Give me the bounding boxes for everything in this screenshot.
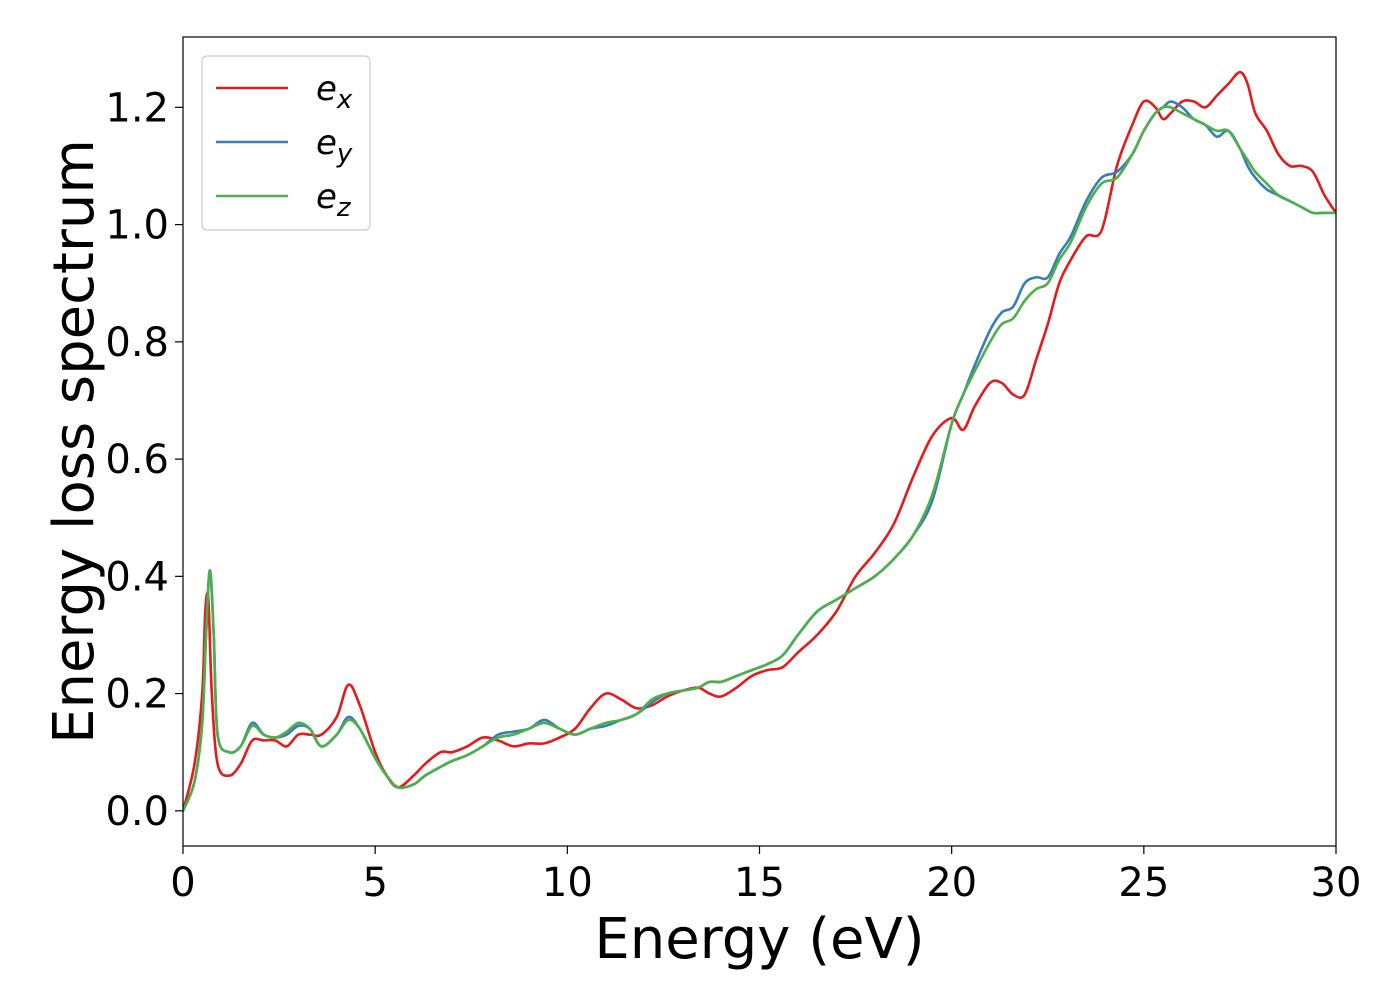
x-tick-label: 10 <box>542 860 593 906</box>
y-tick-label: 1.0 <box>105 203 169 249</box>
y-axis-ticks: 0.0 0.2 0.4 0.6 0.8 1.0 1.2 <box>105 85 183 835</box>
y-tick-label: 0.6 <box>105 437 169 483</box>
y-axis-label: Energy loss spectrum <box>42 139 107 744</box>
x-tick-label: 5 <box>362 860 387 906</box>
x-tick-label: 15 <box>734 860 785 906</box>
x-tick-label: 20 <box>926 860 977 906</box>
series-line-ez <box>183 105 1336 813</box>
y-tick-label: 1.2 <box>105 85 169 131</box>
x-axis-ticks: 0 5 10 15 20 25 30 <box>170 846 1361 906</box>
x-axis-label: Energy (eV) <box>594 907 924 972</box>
x-tick-label: 0 <box>170 860 195 906</box>
y-tick-label: 0.0 <box>105 789 169 835</box>
y-tick-label: 0.8 <box>105 320 169 366</box>
y-tick-label: 0.4 <box>105 554 169 600</box>
x-tick-label: 25 <box>1118 860 1169 906</box>
y-tick-label: 0.2 <box>105 672 169 718</box>
x-tick-label: 30 <box>1311 860 1362 906</box>
series-lines <box>183 70 1336 813</box>
